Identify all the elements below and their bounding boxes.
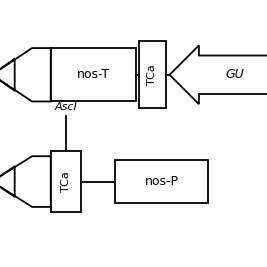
Text: TCa: TCa bbox=[61, 171, 71, 192]
Bar bbox=[115, 160, 208, 203]
Bar bbox=[139, 41, 166, 108]
Text: AscI: AscI bbox=[54, 102, 77, 112]
Bar bbox=[51, 151, 81, 212]
Text: nos-P: nos-P bbox=[144, 175, 179, 188]
Polygon shape bbox=[170, 45, 267, 104]
Polygon shape bbox=[0, 156, 51, 207]
Text: GU: GU bbox=[226, 68, 244, 81]
Polygon shape bbox=[0, 48, 51, 101]
Text: TCa: TCa bbox=[147, 64, 157, 85]
Text: nos-T: nos-T bbox=[77, 68, 110, 81]
Bar bbox=[51, 48, 136, 101]
